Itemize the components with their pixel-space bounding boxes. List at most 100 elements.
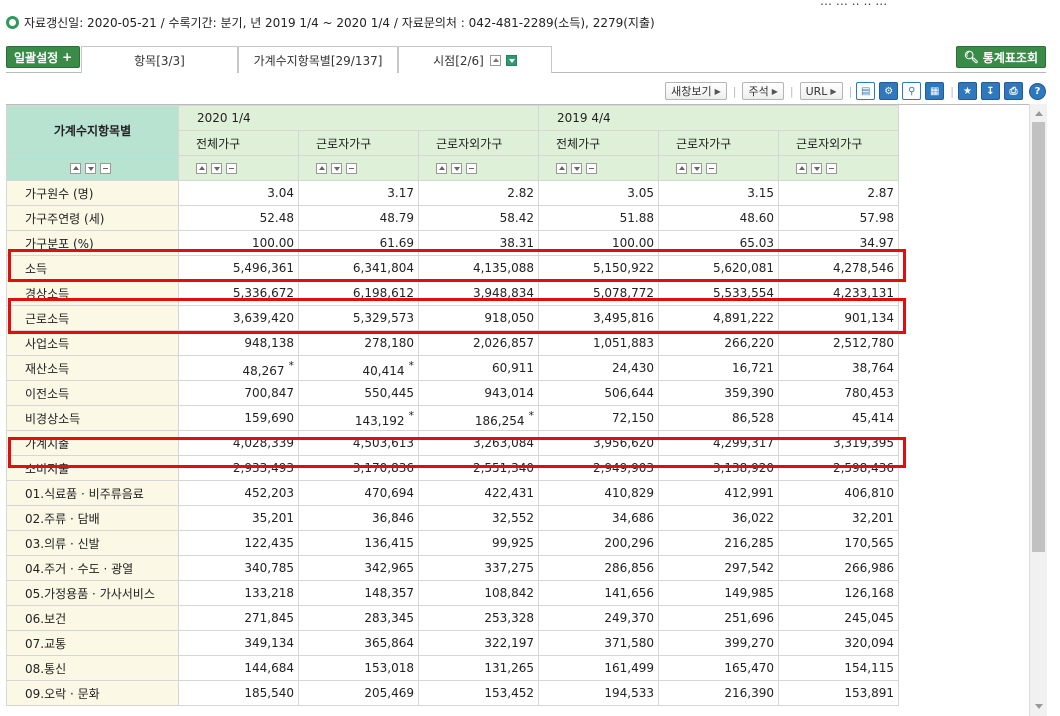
note-button[interactable]: 주석 ▶ [742, 82, 784, 100]
row-label[interactable]: 01.식료품 · 비주류음료 [6, 480, 179, 506]
sort-desc-icon[interactable] [571, 163, 583, 174]
cell-value: 4,028,339 [232, 436, 294, 450]
sort-desc-icon[interactable] [691, 163, 703, 174]
table-row: 06.보건 271,845 283,345 253,328 249,370 251,696… [6, 605, 900, 631]
scroll-up-icon[interactable] [1030, 106, 1047, 121]
row-label[interactable]: 09.오락 · 문화 [6, 680, 179, 706]
row-label[interactable]: 가구원수 (명) [6, 180, 179, 206]
row-label[interactable]: 05.가정용품 · 가사서비스 [6, 580, 179, 606]
row-label[interactable]: 이전소득 [6, 380, 179, 406]
sort-asc-icon[interactable] [316, 163, 327, 174]
scroll-down-icon[interactable] [1030, 699, 1047, 714]
sort-asc-icon[interactable] [196, 163, 207, 174]
sort-clear-icon[interactable] [706, 163, 718, 174]
sort-desc-icon[interactable] [451, 163, 462, 174]
table-cell: 122,435 [178, 530, 299, 556]
row-label[interactable]: 02.주류 · 담배 [6, 505, 179, 531]
sort-controls [538, 155, 660, 181]
sort-asc-icon[interactable] [70, 163, 81, 174]
cell-value: 159,690 [244, 411, 294, 425]
row-label[interactable]: 가구주연령 (세) [6, 205, 179, 231]
table-cell: 99,925 [417, 530, 540, 556]
row-label[interactable]: 비경상소득 [6, 405, 179, 431]
tab-list: 항목[3/3] 가계수지항목별[29/137] 시점[2/6] [81, 46, 552, 73]
cell-value: 143,192 [354, 414, 405, 428]
table-row: 소득 5,496,361 6,341,804 4,135,088 5,150,922 5,… [6, 255, 900, 281]
move-up-icon[interactable] [489, 54, 501, 66]
sort-clear-icon[interactable] [826, 163, 838, 174]
table-cell: 36,846 [298, 505, 419, 531]
sort-desc-icon[interactable] [85, 163, 96, 174]
row-label[interactable]: 가구분포 (%) [6, 230, 179, 256]
table-cell: 38.31 [417, 230, 540, 256]
cell-value: 948,138 [244, 336, 294, 350]
row-label[interactable]: 사업소득 [6, 330, 179, 356]
url-button[interactable]: URL ▶ [799, 82, 843, 100]
sort-clear-icon[interactable] [100, 163, 111, 174]
row-label[interactable]: 소득 [6, 255, 179, 281]
row-label[interactable]: 근로소득 [6, 305, 179, 331]
table-cell: 4,278,546 [778, 255, 900, 281]
row-label[interactable]: 04.주거 · 수도 · 광열 [6, 555, 179, 581]
sort-desc-icon[interactable] [811, 163, 823, 174]
help-icon[interactable]: ? [1029, 82, 1046, 100]
table-cell: 153,891 [778, 680, 900, 706]
tab-category[interactable]: 가계수지항목별[29/137] [238, 46, 398, 73]
sort-clear-icon[interactable] [346, 163, 357, 174]
cell-value: 58.42 [499, 211, 535, 225]
cell-value: 337,275 [484, 561, 535, 575]
tab-time[interactable]: 시점[2/6] [398, 46, 552, 73]
sort-clear-icon[interactable] [586, 163, 598, 174]
print-icon[interactable]: ⎙ [1004, 82, 1023, 100]
sort-clear-icon[interactable] [466, 163, 477, 174]
row-label[interactable]: 06.보건 [6, 605, 179, 631]
table-cell: 249,370 [538, 605, 660, 631]
footnote-star[interactable]: * [408, 409, 415, 422]
new-window-button[interactable]: 새창보기 ▶ [665, 82, 727, 100]
row-label[interactable]: 07.교통 [6, 630, 179, 656]
chart-icon[interactable]: ▦ [925, 82, 945, 100]
star-icon[interactable]: ★ [958, 82, 977, 100]
cell-value: 6,341,804 [352, 261, 414, 275]
scroll-thumb[interactable] [1032, 122, 1045, 552]
row-label[interactable]: 경상소득 [6, 280, 179, 306]
table-cell: 65.03 [658, 230, 780, 256]
sort-clear-icon[interactable] [226, 163, 237, 174]
row-label[interactable]: 가계지출 [6, 430, 179, 456]
stat-query-button[interactable]: 🔍︎ 통계표조회 [955, 46, 1046, 68]
table-cell: 918,050 [417, 305, 540, 331]
sort-desc-icon[interactable] [211, 163, 222, 174]
cell-value: 3,956,620 [592, 436, 655, 450]
row-label[interactable]: 08.통신 [6, 655, 179, 681]
cell-value: 286,856 [604, 561, 655, 575]
gear-icon[interactable]: ⚙ [879, 82, 899, 100]
sort-asc-icon[interactable] [556, 163, 568, 174]
table-row: 가계지출 4,028,339 4,503,613 3,263,084 3,956,620… [6, 430, 900, 456]
row-label[interactable]: 소비지출 [6, 455, 179, 481]
bulk-settings-button[interactable]: 일괄설정 + [6, 46, 81, 68]
sort-asc-icon[interactable] [796, 163, 808, 174]
footnote-star[interactable]: * [528, 409, 535, 422]
sort-asc-icon[interactable] [436, 163, 447, 174]
footnote-star[interactable]: * [288, 359, 295, 372]
table-view-icon[interactable]: ▤ [856, 82, 876, 100]
table-cell: 349,134 [178, 630, 299, 656]
sort-desc-icon[interactable] [331, 163, 342, 174]
table-cell: 3,948,834 [417, 280, 540, 306]
row-label[interactable]: 재산소득 [6, 355, 179, 381]
table-cell: 36,022 [658, 505, 780, 531]
cell-value: 3,639,420 [232, 311, 294, 325]
row-label[interactable]: 03.의류 · 신발 [6, 530, 179, 556]
table-row: 소비지출 2,933,493 3,170,836 2,551,340 2,949,903… [6, 455, 900, 481]
table-row: 사업소득 948,138 278,180 2,026,857 1,051,883 266,… [6, 330, 900, 356]
move-down-icon[interactable] [505, 54, 517, 66]
toolbar-separator: | [848, 84, 853, 98]
vertical-scrollbar[interactable] [1029, 104, 1047, 716]
sort-asc-icon[interactable] [676, 163, 688, 174]
download-icon[interactable]: ↧ [981, 82, 1000, 100]
footnote-star[interactable]: * [408, 359, 415, 372]
tab-items[interactable]: 항목[3/3] [81, 46, 238, 73]
analysis-icon[interactable]: ⚲ [902, 82, 922, 100]
table-cell: 3.15 [658, 180, 780, 206]
cell-value: 245,045 [844, 611, 895, 625]
